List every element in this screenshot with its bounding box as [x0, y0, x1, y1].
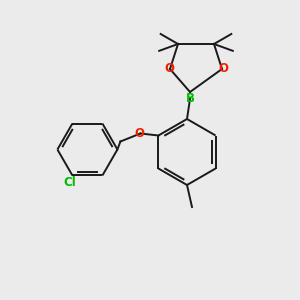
Text: Cl: Cl — [63, 176, 76, 189]
Text: B: B — [185, 92, 194, 104]
Text: O: O — [164, 62, 174, 76]
Text: O: O — [134, 127, 144, 140]
Text: O: O — [218, 62, 228, 76]
